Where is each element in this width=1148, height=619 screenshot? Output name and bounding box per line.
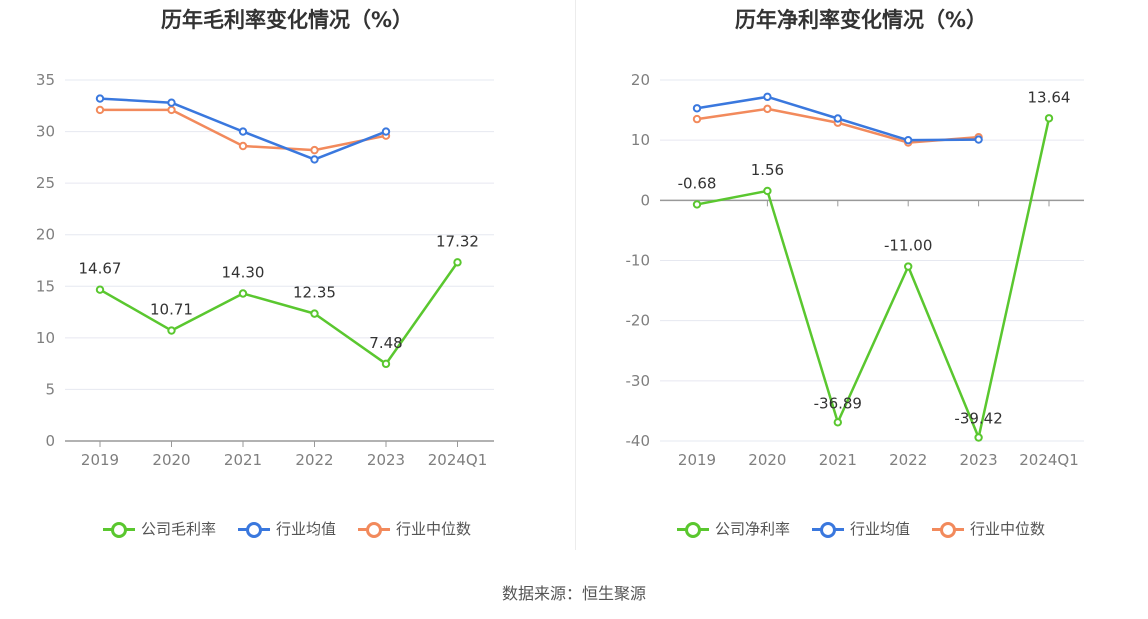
- data-label: -39.42: [954, 410, 1002, 428]
- x-tick-label: 2022: [295, 451, 333, 469]
- data-point-company: [167, 326, 176, 335]
- y-tick-label: 0: [45, 432, 55, 450]
- data-label: 14.67: [79, 260, 122, 278]
- data-point-company: [381, 359, 391, 369]
- data-point-company: [974, 433, 983, 442]
- data-point-company: [310, 309, 319, 318]
- legend-label: 行业中位数: [396, 520, 472, 538]
- chart-title: 历年净利率变化情况（%）: [734, 8, 988, 32]
- data-point-company: [238, 289, 248, 298]
- x-tick-label: 2024Q1: [428, 451, 488, 469]
- y-tick-label: 0: [640, 191, 650, 209]
- legend-item-industry-avg[interactable]: 行业均值: [237, 518, 336, 539]
- data-point-industry_median: [238, 141, 248, 151]
- y-tick-label: 30: [36, 123, 55, 141]
- legend-label: 行业均值: [849, 520, 910, 538]
- data-label: 10.71: [150, 301, 193, 319]
- panel-divider: [575, 0, 576, 550]
- legend-company-marker-icon: [102, 521, 135, 538]
- data-point-industry_median: [310, 145, 319, 155]
- legend-label: 行业中位数: [970, 520, 1046, 538]
- y-tick-label: -20: [626, 312, 651, 330]
- series-line-company: [696, 117, 1051, 439]
- x-tick-label: 2019: [678, 451, 716, 469]
- data-label: -0.68: [678, 174, 717, 192]
- data-point-industry_avg: [310, 155, 319, 164]
- data-point-industry_median: [95, 105, 105, 115]
- y-tick-label: -10: [626, 252, 651, 270]
- y-tick-label: 10: [36, 329, 55, 347]
- y-tick-label: 25: [36, 174, 55, 192]
- data-point-industry_avg: [167, 98, 176, 107]
- legend-label: 行业均值: [275, 520, 336, 538]
- legend-company-marker-icon: [676, 521, 709, 538]
- data-point-company: [833, 418, 842, 427]
- y-tick-label: 5: [45, 380, 55, 398]
- y-tick-label: 20: [631, 71, 650, 89]
- x-tick-label: 2023: [367, 451, 405, 469]
- y-tick-label: 15: [36, 277, 55, 295]
- legend-item-industry-avg[interactable]: 行业均值: [811, 518, 910, 539]
- data-label: 13.64: [1028, 88, 1071, 106]
- gross-margin-plot: 0 5 10 15 20 25 30 35 2019 2020 2021 2022 2023 2024Q1…: [36, 71, 494, 469]
- x-tick-label: 2020: [152, 451, 190, 469]
- legend-item-company[interactable]: 公司净利率: [676, 518, 790, 539]
- x-tick-label: 2021: [819, 451, 857, 469]
- net-margin-chart: 历年净利率变化情况（%） -40 -30 -20 -10 0 10 20 2019 2020 20…: [574, 0, 1148, 560]
- x-tick-label: 2019: [81, 451, 119, 469]
- legend-item-company[interactable]: 公司毛利率: [102, 518, 216, 539]
- data-point-industry_avg: [692, 104, 702, 113]
- x-tick-label: 2024Q1: [1019, 451, 1079, 469]
- net-margin-plot: -40 -30 -20 -10 0 10 20 2019 2020 2021 2022 2023 202…: [626, 71, 1084, 469]
- data-point-industry_avg: [381, 127, 391, 136]
- legend-industry-median-marker-icon: [358, 521, 390, 538]
- x-tick-label: 2023: [960, 451, 998, 469]
- x-tick-label: 2021: [224, 451, 262, 469]
- data-point-industry_avg: [904, 135, 913, 145]
- legend-label: 公司毛利率: [140, 520, 216, 538]
- legend: 公司净利率 行业均值 行业中位数: [574, 518, 1148, 539]
- data-point-company: [453, 258, 462, 267]
- data-point-company: [904, 262, 913, 271]
- legend: 公司毛利率 行业均值 行业中位数: [0, 518, 574, 539]
- legend-item-industry-median[interactable]: 行业中位数: [358, 518, 471, 539]
- data-point-company: [95, 285, 105, 294]
- data-point-industry_median: [167, 105, 176, 115]
- legend-industry-median-marker-icon: [932, 521, 964, 538]
- data-point-industry_avg: [238, 127, 248, 136]
- series-line-company: [99, 261, 459, 366]
- data-point-industry_avg: [763, 92, 772, 102]
- data-label: 1.56: [751, 161, 784, 179]
- data-label: 14.30: [222, 264, 265, 282]
- y-tick-label: -40: [626, 432, 651, 450]
- y-tick-label: -30: [626, 372, 651, 390]
- data-label: -36.89: [814, 394, 862, 412]
- data-point-industry_median: [692, 114, 702, 124]
- data-point-company: [1044, 114, 1054, 123]
- legend-industry-avg-marker-icon: [237, 521, 270, 538]
- y-tick-label: 35: [36, 71, 55, 89]
- legend-industry-avg-marker-icon: [811, 521, 844, 538]
- legend-label: 公司净利率: [714, 520, 790, 538]
- data-label: 17.32: [436, 232, 479, 250]
- data-label: -11.00: [884, 237, 932, 255]
- x-tick-label: 2020: [748, 451, 786, 469]
- data-point-company: [763, 186, 772, 196]
- data-point-industry_avg: [833, 114, 842, 123]
- data-source: 数据来源：恒生聚源: [501, 584, 646, 603]
- gross-margin-chart: 历年毛利率变化情况（%） 0 5 10 15 20 25 30 35 2019 2020 2021 2…: [0, 0, 574, 560]
- y-tick-label: 10: [631, 131, 650, 149]
- data-label: 12.35: [293, 284, 336, 302]
- y-tick-label: 20: [36, 226, 55, 244]
- x-tick-label: 2022: [889, 451, 927, 469]
- data-point-industry_avg: [974, 135, 983, 144]
- chart-title: 历年毛利率变化情况（%）: [160, 8, 414, 32]
- data-label: 7.48: [369, 334, 402, 352]
- legend-item-industry-median[interactable]: 行业中位数: [932, 518, 1045, 539]
- data-point-industry_avg: [95, 94, 105, 103]
- data-point-company: [692, 200, 702, 209]
- data-point-industry_median: [763, 104, 772, 114]
